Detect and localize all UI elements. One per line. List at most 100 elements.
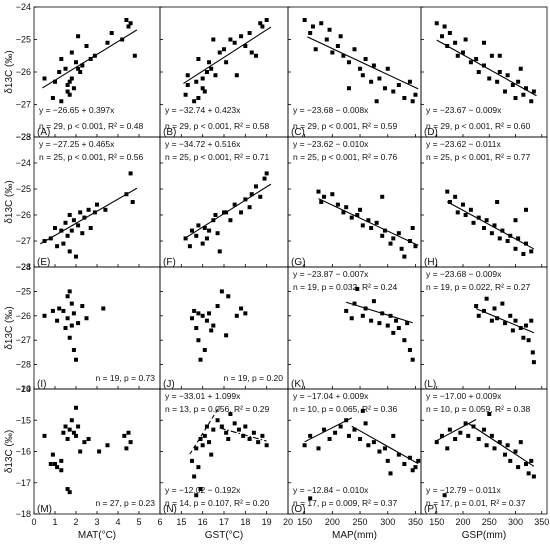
data-point bbox=[453, 437, 458, 441]
data-point bbox=[489, 53, 494, 58]
data-point bbox=[264, 171, 269, 176]
data-point bbox=[53, 79, 57, 84]
data-point bbox=[69, 50, 74, 55]
data-point bbox=[484, 443, 489, 448]
data-point bbox=[489, 231, 494, 236]
data-point bbox=[67, 335, 72, 340]
stat-annotation: n = 19, p = 0.022, R² = 0.27 bbox=[426, 282, 530, 292]
data-point bbox=[319, 21, 324, 26]
data-point bbox=[380, 311, 385, 316]
stat-annotation: y = −12.79 − 0.011x bbox=[426, 485, 501, 495]
data-point bbox=[236, 427, 241, 432]
data-point bbox=[42, 433, 47, 438]
data-point bbox=[67, 79, 72, 84]
data-point bbox=[215, 231, 220, 236]
data-point bbox=[67, 427, 72, 432]
data-point bbox=[524, 207, 528, 212]
data-point bbox=[440, 34, 444, 39]
panel-frame bbox=[287, 6, 422, 138]
data-point bbox=[529, 458, 534, 463]
data-point bbox=[524, 323, 528, 328]
data-point bbox=[434, 440, 439, 445]
data-point bbox=[228, 412, 233, 416]
data-point bbox=[243, 311, 248, 316]
data-point bbox=[50, 308, 55, 313]
data-point bbox=[407, 239, 412, 243]
data-point bbox=[513, 96, 518, 100]
data-point bbox=[521, 92, 526, 97]
data-point bbox=[97, 449, 102, 454]
data-point bbox=[358, 437, 363, 441]
data-point bbox=[187, 244, 192, 249]
x-tick-label: 250 bbox=[353, 517, 368, 527]
stat-annotation: n = 25, p < 0.001, R² = 0.77 bbox=[426, 152, 530, 162]
data-point bbox=[67, 289, 72, 294]
data-point bbox=[65, 83, 70, 87]
data-point bbox=[327, 27, 332, 32]
data-point bbox=[396, 452, 401, 457]
data-point bbox=[194, 446, 199, 451]
data-point bbox=[200, 86, 205, 91]
data-point bbox=[445, 189, 450, 194]
data-point bbox=[82, 215, 87, 220]
data-point bbox=[232, 40, 237, 45]
data-point bbox=[489, 318, 494, 323]
data-point bbox=[74, 254, 78, 259]
data-point bbox=[500, 228, 505, 233]
data-point bbox=[335, 44, 340, 48]
panel-label: (K) bbox=[291, 379, 304, 390]
y-tick-label: −24 bbox=[16, 2, 31, 12]
data-point bbox=[74, 357, 78, 362]
x-tick-label: 350 bbox=[408, 517, 423, 527]
stat-annotation: y = −23.68 − 0.008x bbox=[293, 105, 369, 115]
data-point bbox=[192, 308, 197, 313]
data-point bbox=[209, 66, 214, 71]
data-point bbox=[67, 490, 72, 495]
data-point bbox=[531, 474, 536, 479]
data-point bbox=[194, 79, 199, 84]
data-point bbox=[219, 289, 224, 294]
data-point bbox=[385, 458, 390, 463]
y-axis-title: δ13C (‰) bbox=[4, 180, 15, 223]
data-point bbox=[394, 318, 399, 323]
data-point bbox=[217, 50, 222, 55]
data-point bbox=[463, 421, 468, 426]
data-point bbox=[505, 239, 510, 243]
data-point bbox=[352, 427, 357, 432]
data-point bbox=[65, 89, 70, 94]
data-point bbox=[260, 433, 265, 438]
data-point bbox=[413, 244, 418, 249]
data-point bbox=[410, 99, 415, 104]
x-tick-label: 300 bbox=[380, 517, 395, 527]
data-point bbox=[57, 306, 62, 311]
data-point bbox=[503, 89, 507, 94]
panel-l: y = −23.68 − 0.009x n = 19, p = 0.022, R²… bbox=[420, 266, 548, 390]
data-point bbox=[388, 313, 393, 318]
data-point bbox=[204, 424, 209, 429]
data-point bbox=[194, 326, 199, 330]
data-point bbox=[42, 239, 47, 243]
data-point bbox=[194, 493, 199, 498]
data-point bbox=[228, 218, 233, 223]
data-point bbox=[207, 311, 212, 316]
panel-label: (E) bbox=[37, 257, 50, 268]
panel-c: y = −23.68 − 0.008x n = 29, p < 0.001, R²… bbox=[287, 6, 422, 138]
data-point bbox=[358, 207, 363, 212]
y-tick-label: −18 bbox=[16, 509, 31, 519]
data-point bbox=[482, 63, 486, 68]
data-point bbox=[50, 452, 55, 457]
data-point bbox=[247, 31, 252, 35]
data-point bbox=[516, 465, 521, 470]
data-point bbox=[526, 471, 531, 476]
data-point bbox=[224, 210, 229, 215]
data-point bbox=[53, 462, 57, 466]
data-point bbox=[101, 306, 106, 311]
data-point bbox=[95, 202, 99, 207]
data-point bbox=[71, 218, 76, 223]
data-point bbox=[346, 86, 351, 91]
panel-d: y = −23.67 − 0.009x n = 29, p < 0.001, R²… bbox=[420, 6, 548, 138]
data-point bbox=[410, 468, 415, 473]
data-point bbox=[341, 53, 346, 58]
data-point bbox=[207, 60, 212, 65]
data-point bbox=[363, 421, 368, 426]
